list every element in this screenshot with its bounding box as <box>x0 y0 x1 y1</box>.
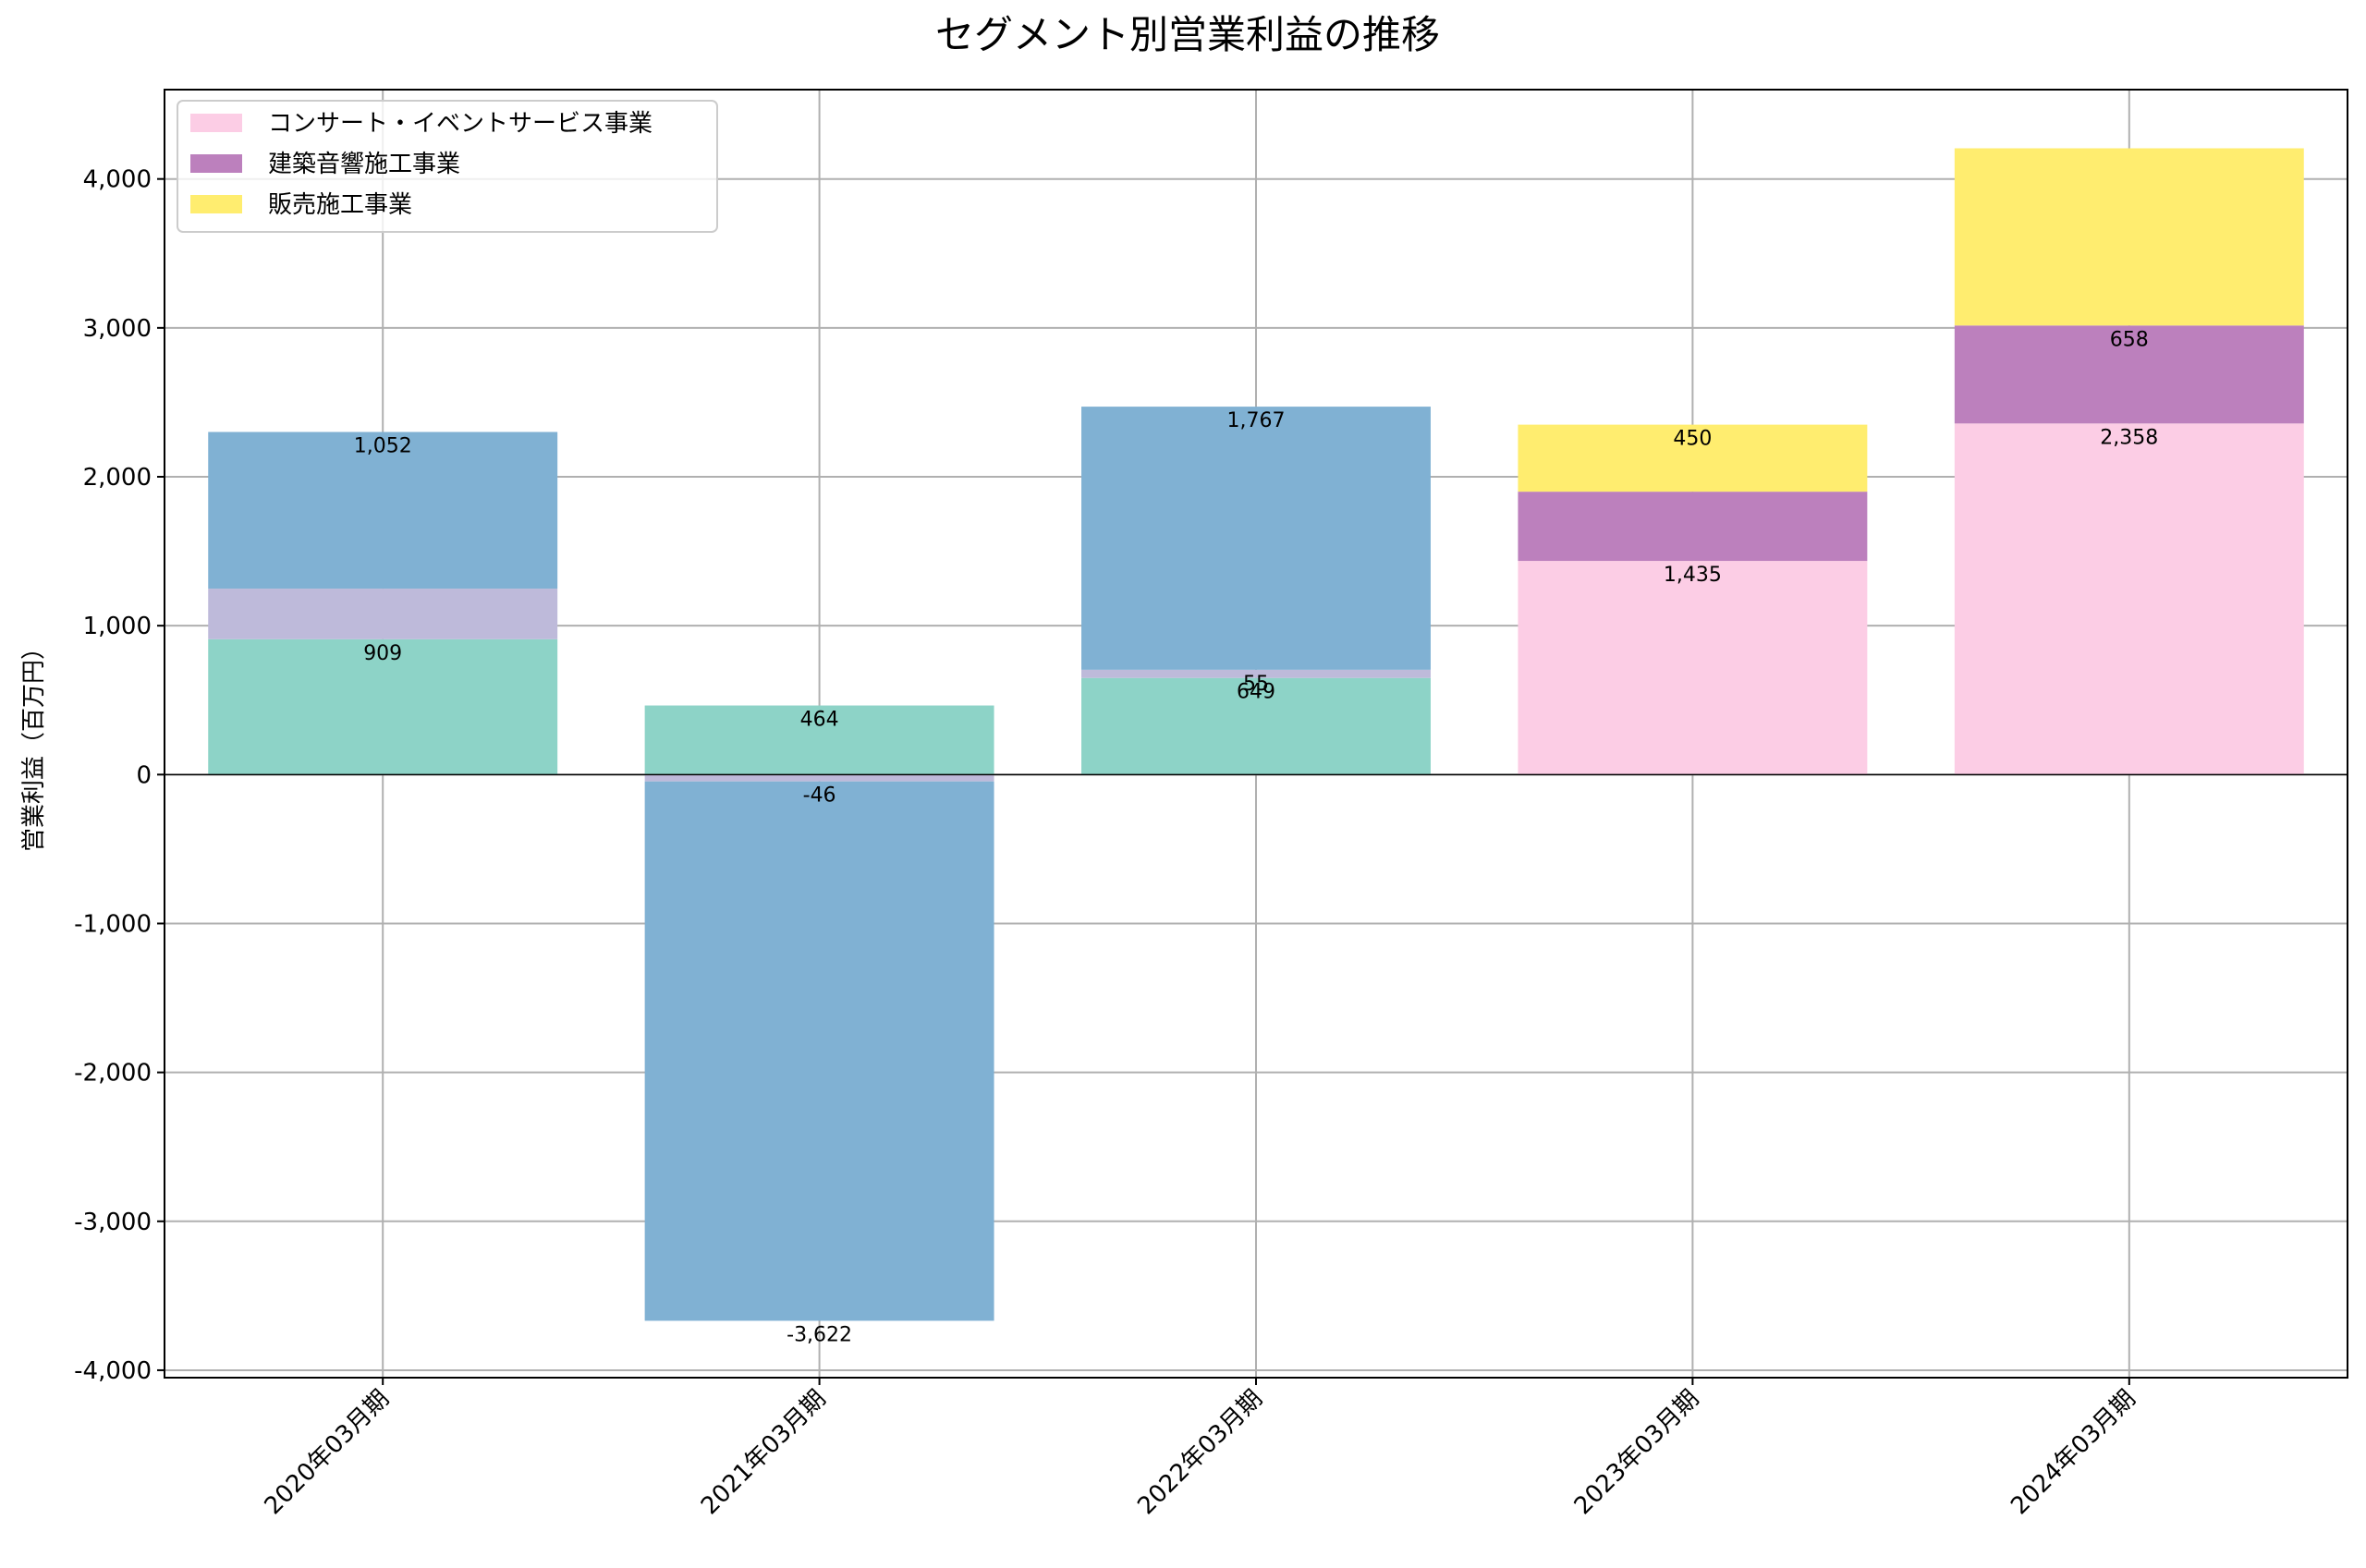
legend-label: 建築音響施工事業 <box>268 151 460 178</box>
bar-segment <box>1081 669 1431 678</box>
data-label: 658 <box>2110 328 2149 351</box>
data-label: 909 <box>363 642 402 665</box>
y-tick-label: 4,000 <box>83 166 152 194</box>
bar-segment <box>1954 423 2304 775</box>
y-tick-label: 2,000 <box>83 464 152 492</box>
y-tick-label: 0 <box>136 761 152 789</box>
legend-label: コンサート・イベントサービス事業 <box>268 110 652 138</box>
y-tick-label: -2,000 <box>74 1060 152 1088</box>
bar-segment <box>1081 677 1431 775</box>
data-label: 464 <box>800 709 839 732</box>
bar-segment <box>1518 492 1868 562</box>
bar-segment <box>208 638 558 775</box>
bar-segment <box>1954 325 2304 424</box>
data-label: 55 <box>1243 673 1269 696</box>
data-label: 1,767 <box>1227 409 1286 432</box>
legend-swatch <box>190 154 242 173</box>
bars <box>208 148 2304 1321</box>
y-axis-label: 営業利益（百万円） <box>20 636 48 852</box>
legend-swatch <box>190 114 242 132</box>
y-tick-label: -4,000 <box>74 1357 152 1385</box>
data-label: 1,435 <box>1664 564 1722 587</box>
data-label: 2,358 <box>2100 426 2158 449</box>
data-label: 649 <box>1237 681 1275 704</box>
legend-label: 販売施工事業 <box>268 191 412 219</box>
data-label: -46 <box>803 784 836 808</box>
bar-segment <box>644 705 994 775</box>
y-tick-label: 3,000 <box>83 315 152 343</box>
bar-segment <box>1081 407 1431 670</box>
y-tick-label: 1,000 <box>83 613 152 640</box>
bar-segment <box>208 589 558 639</box>
chart-title: セグメント別営業利益の推移 <box>935 12 1440 57</box>
bar-segment <box>1954 148 2304 326</box>
legend-swatch <box>190 195 242 213</box>
bar-segment <box>644 781 994 1321</box>
bar-segment <box>644 774 994 782</box>
bar-segment <box>208 432 558 590</box>
y-tick-label: -3,000 <box>74 1209 152 1236</box>
data-label: -3,622 <box>787 1323 852 1346</box>
y-axis-ticks: -4,000 -3,000 -2,000 -1,000 0 1,000 2,000 3,000… <box>74 166 165 1385</box>
legend-frame <box>177 100 718 233</box>
data-label: 1,052 <box>354 434 412 457</box>
data-label: 450 <box>1673 428 1712 451</box>
bar-segment <box>1518 561 1868 775</box>
y-tick-label: -1,000 <box>74 910 152 938</box>
bar-segment <box>1518 424 1868 492</box>
